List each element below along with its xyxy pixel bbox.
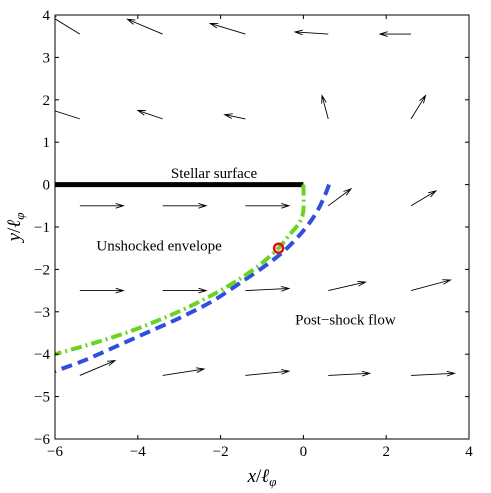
quiver-arrow xyxy=(321,94,329,119)
quiver-arrow xyxy=(55,16,81,35)
quiver-arrow xyxy=(162,287,208,294)
y-tick-label: 1 xyxy=(43,135,51,151)
x-axis-label: x/ℓφ xyxy=(247,466,277,489)
quiver-arrow xyxy=(79,359,117,376)
x-tick-label: 0 xyxy=(300,444,308,460)
quiver-arrow xyxy=(162,367,206,376)
y-axis-label: y/ℓφ xyxy=(4,213,27,244)
quiver-arrow xyxy=(328,281,367,292)
x-tick-label: −6 xyxy=(47,444,63,460)
x-tick-label: −2 xyxy=(213,444,229,460)
quiver-arrow xyxy=(208,22,246,35)
y-tick-label: −2 xyxy=(34,262,50,278)
quiver-arrow xyxy=(245,286,291,292)
y-tick-label: −4 xyxy=(34,347,50,363)
quiver-arrow xyxy=(410,279,452,292)
quiver-field xyxy=(55,16,457,377)
shock-front-dashed-line xyxy=(55,183,331,374)
quiver-arrow xyxy=(79,287,125,294)
annotation-layer: Stellar surface Unshocked envelope Post−sh… xyxy=(96,166,395,328)
y-tick-label: 4 xyxy=(43,8,51,24)
quiver-arrow xyxy=(126,18,163,35)
y-tick-label: −3 xyxy=(34,305,50,321)
shock-front-dashdot-line xyxy=(55,184,306,357)
quiver-arrow xyxy=(378,31,412,37)
quiver-arrow xyxy=(136,109,163,120)
annotation-label: Unshocked envelope xyxy=(96,238,222,254)
y-tick-label: −1 xyxy=(34,220,50,236)
quiver-arrow xyxy=(55,110,80,120)
quiver-arrow xyxy=(245,203,291,209)
y-tick-label: 2 xyxy=(43,93,51,109)
quiver-arrow xyxy=(293,29,329,36)
quiver-arrow xyxy=(245,369,291,376)
annotation-label: Post−shock flow xyxy=(295,313,396,329)
quiver-arrow xyxy=(410,94,427,120)
y-tick-label: −5 xyxy=(34,390,50,406)
annotation-label: Stellar surface xyxy=(171,166,258,182)
y-tick-label: 0 xyxy=(43,178,51,194)
x-tick-label: −4 xyxy=(130,444,146,460)
x-tick-label: 2 xyxy=(382,444,390,460)
quiver-arrow xyxy=(223,113,246,120)
shock-point-marker xyxy=(272,242,285,254)
quiver-arrow xyxy=(410,190,438,207)
quiver-arrow xyxy=(327,187,353,207)
plot-frame xyxy=(54,14,470,440)
x-tick-label: 4 xyxy=(465,444,473,460)
tick-layer: −6 −4 −2 0 2 4 −6 −5 −4 −3 −2 −1 0 1 2 3 4 xyxy=(34,8,473,460)
quiver-arrow xyxy=(79,203,125,209)
quiver-arrow xyxy=(328,370,372,377)
series-layer xyxy=(55,182,331,374)
y-tick-label: −6 xyxy=(34,432,50,448)
quiver-arrow xyxy=(411,370,457,377)
y-tick-label: 3 xyxy=(43,50,51,66)
quiver-arrow xyxy=(162,203,208,209)
